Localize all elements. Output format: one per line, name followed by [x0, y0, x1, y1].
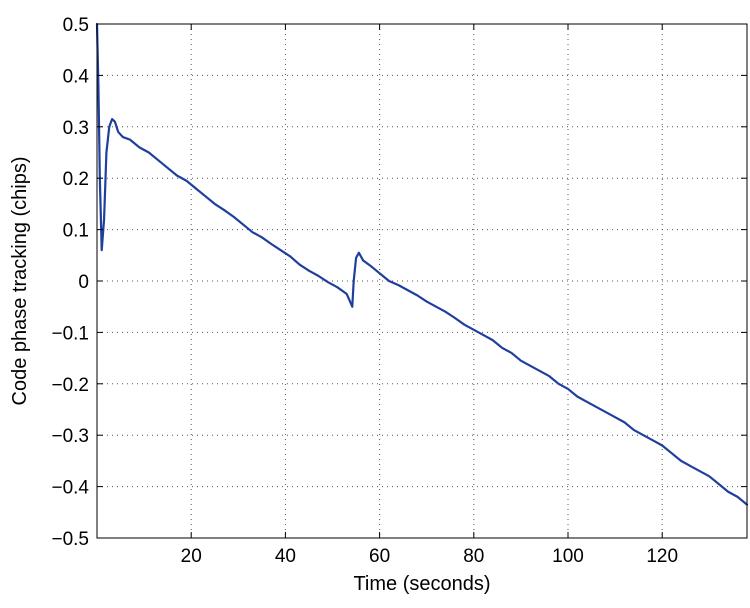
x-axis-label: Time (seconds) — [353, 573, 490, 595]
tick-marks — [97, 23, 747, 539]
series-line — [95, 22, 749, 506]
y-tick-labels: −0.5 −0.4 −0.3 −0.2 −0.1 0 0.1 0.2 0.3 0.4 0.5 — [51, 15, 89, 550]
y-tick-label: −0.2 — [51, 375, 89, 396]
y-tick-label: 0.3 — [63, 118, 89, 139]
y-tick-label: −0.5 — [51, 529, 89, 550]
y-tick-label: −0.3 — [51, 426, 89, 447]
y-tick-label: 0.5 — [63, 15, 89, 36]
x-tick-label: 60 — [369, 546, 390, 567]
x-tick-label: 40 — [275, 546, 296, 567]
x-tick-label: 120 — [646, 546, 678, 567]
y-tick-label: 0.2 — [63, 169, 89, 190]
y-tick-label: 0 — [78, 272, 89, 293]
y-axis-label: Code phase tracking (chips) — [9, 156, 31, 405]
y-tick-label: 0.1 — [63, 221, 89, 242]
y-tick-label: 0.4 — [63, 66, 90, 87]
x-tick-label: 100 — [552, 546, 584, 567]
y-tick-label: −0.4 — [51, 478, 89, 499]
data-series — [95, 22, 749, 506]
x-tick-label: 80 — [463, 546, 484, 567]
x-tick-label: 20 — [181, 546, 202, 567]
y-tick-label: −0.1 — [51, 323, 89, 344]
grid-lines — [97, 24, 747, 538]
x-tick-labels: 20 40 60 80 100 120 — [181, 546, 678, 567]
